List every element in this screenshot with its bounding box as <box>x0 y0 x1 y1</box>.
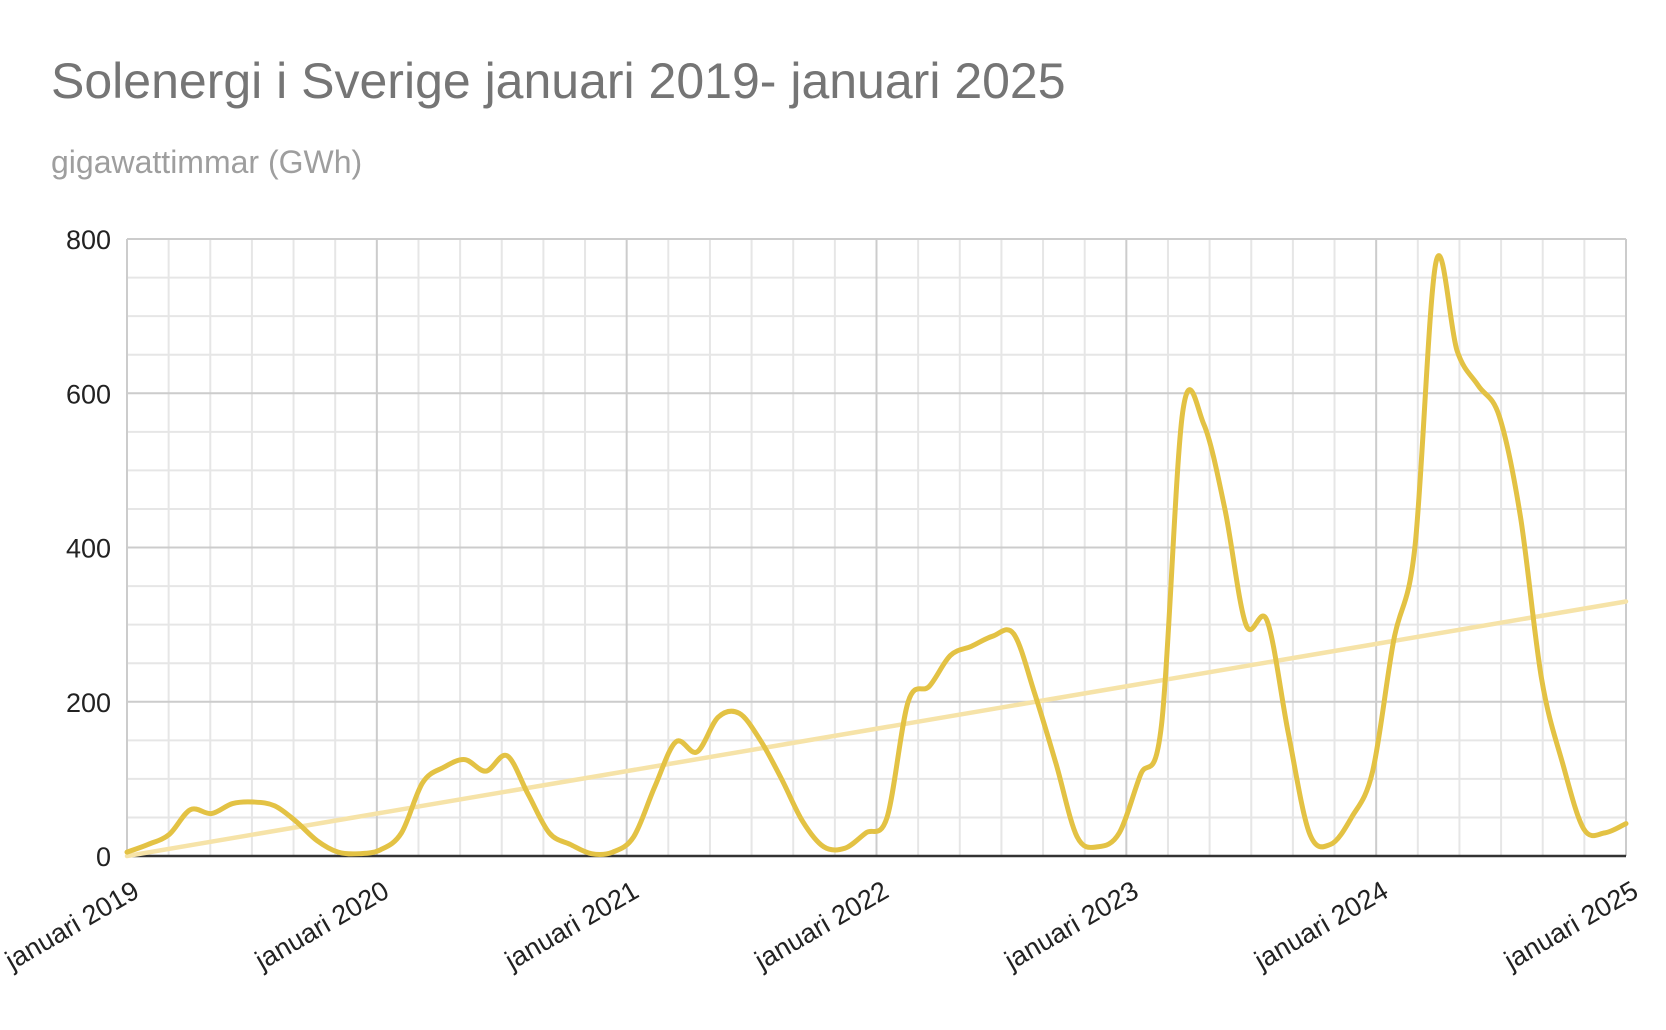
data-point <box>293 818 299 824</box>
data-point <box>314 838 320 844</box>
data-point <box>926 683 932 689</box>
x-tick-label: januari 2021 <box>499 875 644 976</box>
data-point <box>525 791 531 797</box>
data-point <box>1560 760 1566 766</box>
data-point <box>1137 772 1143 778</box>
data-point <box>356 851 362 857</box>
x-axis-tick-labels: januari 2019 januari 2020 januari 2021 janu… <box>0 875 1643 976</box>
data-point <box>1180 410 1186 416</box>
data-point <box>1517 514 1523 520</box>
y-tick-label: 400 <box>66 534 111 564</box>
data-point <box>631 834 637 840</box>
data-point <box>251 799 257 805</box>
data-point <box>398 830 404 836</box>
data-point <box>905 699 911 705</box>
data-point <box>1243 622 1249 628</box>
data-point <box>673 739 679 745</box>
data-point <box>694 749 700 755</box>
series-layer <box>124 253 1629 858</box>
data-point <box>504 753 510 759</box>
data-point <box>1454 348 1460 354</box>
data-point <box>1095 844 1101 850</box>
chart-subtitle: gigawattimmar (GWh) <box>51 144 363 180</box>
y-axis-tick-labels: 0 200 400 600 800 <box>66 225 111 872</box>
data-point <box>588 851 594 857</box>
data-point <box>1391 637 1397 643</box>
data-point <box>1602 830 1608 836</box>
data-point <box>1201 421 1207 427</box>
data-point <box>567 841 573 847</box>
data-point <box>462 757 468 763</box>
data-point <box>145 841 151 847</box>
data-point <box>1074 834 1080 840</box>
data-point <box>863 830 869 836</box>
data-point <box>1306 830 1312 836</box>
data-point <box>420 780 426 786</box>
data-point <box>1032 691 1038 697</box>
series-line <box>124 253 1629 858</box>
data-point <box>884 814 890 820</box>
data-point <box>610 849 616 855</box>
data-point <box>1623 821 1629 827</box>
data-point <box>1475 383 1481 389</box>
data-point <box>124 849 130 855</box>
data-point <box>969 643 975 649</box>
chart-title: Solenergi i Sverige januari 2019- januar… <box>51 53 1066 109</box>
data-point <box>272 803 278 809</box>
x-tick-label: januari 2024 <box>1249 875 1394 976</box>
data-point <box>842 845 848 851</box>
trendline <box>124 599 1629 859</box>
data-point <box>208 811 214 817</box>
data-point <box>947 652 953 658</box>
data-point <box>1011 631 1017 637</box>
data-point <box>778 776 784 782</box>
y-tick-label: 0 <box>96 842 111 872</box>
data-point <box>1264 618 1270 624</box>
x-tick-label: januari 2022 <box>749 875 894 976</box>
data-point <box>1116 830 1122 836</box>
data-point <box>821 844 827 850</box>
data-point <box>757 737 763 743</box>
data-point <box>800 818 806 824</box>
trendline-layer <box>124 599 1629 859</box>
data-point <box>990 633 996 639</box>
data-point <box>1539 676 1545 682</box>
data-point <box>187 807 193 813</box>
data-point <box>1159 722 1165 728</box>
y-tick-label: 600 <box>66 379 111 409</box>
data-point <box>736 710 742 716</box>
data-point <box>230 801 236 807</box>
data-point <box>546 830 552 836</box>
data-point <box>652 784 658 790</box>
x-tick-label: januari 2023 <box>999 875 1144 976</box>
data-point <box>441 764 447 770</box>
data-point <box>335 849 341 855</box>
y-tick-label: 200 <box>66 688 111 718</box>
data-point <box>483 768 489 774</box>
data-point <box>1370 768 1376 774</box>
data-point <box>715 714 721 720</box>
data-point <box>377 847 383 853</box>
data-point <box>1053 760 1059 766</box>
data-point <box>1222 506 1228 512</box>
x-tick-label: januari 2019 <box>0 875 144 976</box>
data-point <box>1433 259 1439 265</box>
data-point <box>1285 730 1291 736</box>
data-point <box>1327 841 1333 847</box>
major-gridlines <box>126 238 1627 856</box>
y-tick-label: 800 <box>66 225 111 255</box>
data-point <box>1349 814 1355 820</box>
data-point <box>1412 545 1418 551</box>
data-point <box>1496 413 1502 419</box>
x-tick-label: januari 2025 <box>1498 875 1643 976</box>
x-tick-label: januari 2020 <box>249 875 394 976</box>
data-point <box>166 831 172 837</box>
data-point <box>1581 826 1587 832</box>
